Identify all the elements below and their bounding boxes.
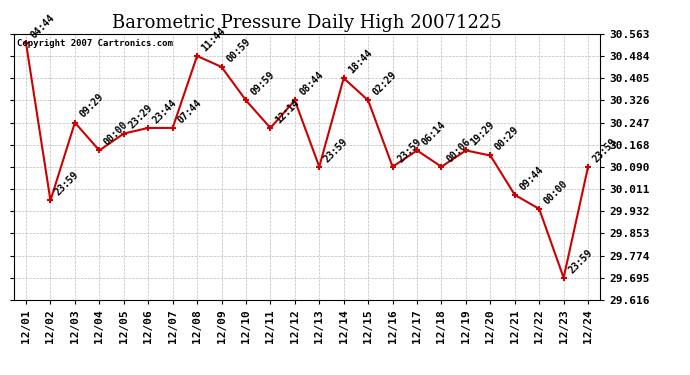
Text: 19:29: 19:29 xyxy=(469,120,497,148)
Text: 00:00: 00:00 xyxy=(102,120,130,148)
Text: 06:14: 06:14 xyxy=(420,120,448,148)
Text: 00:06: 00:06 xyxy=(444,136,472,164)
Title: Barometric Pressure Daily High 20071225: Barometric Pressure Daily High 20071225 xyxy=(112,14,502,32)
Text: 04:44: 04:44 xyxy=(29,12,57,40)
Text: 02:29: 02:29 xyxy=(371,70,399,98)
Text: 23:44: 23:44 xyxy=(151,98,179,125)
Text: 23:59: 23:59 xyxy=(591,136,619,164)
Text: 23:59: 23:59 xyxy=(322,136,350,164)
Text: 00:59: 00:59 xyxy=(224,36,252,64)
Text: 00:29: 00:29 xyxy=(493,125,521,153)
Text: 09:44: 09:44 xyxy=(518,164,545,192)
Text: 11:44: 11:44 xyxy=(200,26,228,53)
Text: 09:59: 09:59 xyxy=(248,70,277,98)
Text: 00:00: 00:00 xyxy=(542,178,570,206)
Text: 09:29: 09:29 xyxy=(78,92,106,120)
Text: 08:44: 08:44 xyxy=(297,70,326,98)
Text: 23:29: 23:29 xyxy=(126,103,155,131)
Text: 23:59: 23:59 xyxy=(395,136,423,164)
Text: 23:59: 23:59 xyxy=(566,247,594,275)
Text: 12:14: 12:14 xyxy=(273,98,301,125)
Text: 18:44: 18:44 xyxy=(346,48,375,75)
Text: 23:59: 23:59 xyxy=(53,170,81,198)
Text: Copyright 2007 Cartronics.com: Copyright 2007 Cartronics.com xyxy=(17,39,172,48)
Text: 07:44: 07:44 xyxy=(175,98,204,125)
